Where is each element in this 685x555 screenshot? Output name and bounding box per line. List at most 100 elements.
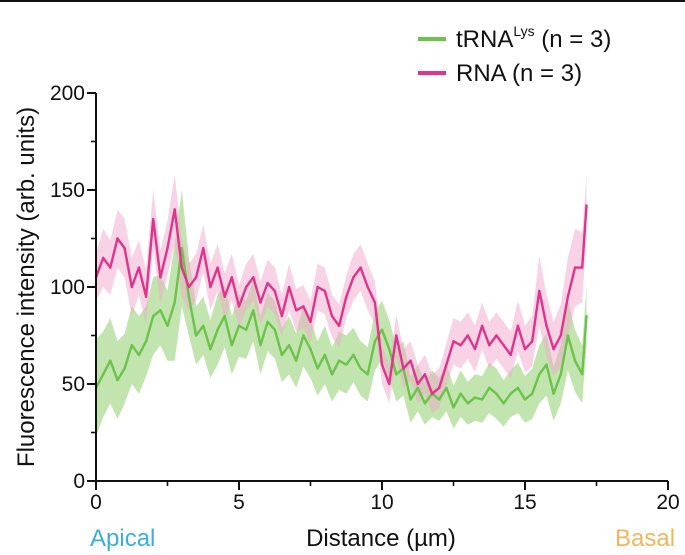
data-point-trna	[480, 398, 484, 401]
data-point-trna	[523, 398, 527, 401]
data-point-trna	[345, 363, 348, 366]
data-point-rna	[287, 285, 291, 289]
data-point-trna	[380, 328, 384, 331]
annotation-apical: Apical	[90, 525, 155, 552]
data-point-trna	[359, 367, 362, 370]
data-point-rna	[373, 301, 377, 304]
error-bands	[96, 174, 587, 437]
data-point-trna	[180, 247, 183, 250]
data-point-trna	[552, 392, 555, 395]
data-point-trna	[509, 392, 512, 395]
series-lines	[94, 204, 588, 409]
data-point-rna	[480, 324, 484, 327]
data-point-rna	[559, 334, 562, 337]
data-point-trna	[573, 359, 577, 362]
data-points-rna	[94, 204, 588, 395]
data-point-trna	[123, 367, 126, 370]
data-point-trna	[516, 386, 520, 390]
data-point-trna	[423, 402, 427, 405]
data-point-trna	[194, 334, 198, 337]
x-tick-label: 10	[370, 491, 393, 514]
data-point-trna	[323, 353, 326, 357]
data-point-rna	[552, 347, 555, 351]
data-point-trna	[130, 344, 133, 347]
data-point-trna	[337, 359, 341, 362]
x-axis-title: Distance (µm)	[306, 525, 456, 552]
data-point-rna	[187, 285, 191, 289]
data-point-trna	[581, 373, 584, 376]
legend-label-rna: RNA (n = 3)	[456, 60, 582, 87]
data-point-rna	[445, 363, 448, 366]
data-point-trna	[280, 353, 284, 357]
data-point-rna	[280, 314, 284, 318]
data-point-trna	[452, 406, 455, 409]
data-point-rna	[144, 295, 148, 298]
data-point-trna	[173, 301, 176, 304]
x-tick-label: 0	[90, 491, 102, 514]
data-point-rna	[473, 347, 477, 351]
data-point-rna	[538, 289, 541, 293]
data-point-rna	[266, 281, 269, 285]
data-point-rna	[585, 204, 588, 207]
data-point-rna	[302, 305, 305, 308]
data-point-rna	[380, 363, 384, 366]
data-point-trna	[495, 392, 498, 395]
data-point-trna	[373, 340, 377, 343]
data-point-trna	[566, 334, 570, 337]
data-point-trna	[252, 309, 255, 312]
y-tick-label: 150	[50, 179, 85, 202]
series-line-trna	[94, 246, 588, 409]
axes: 0 50 100 150 200 0 5 10 15 20	[50, 82, 680, 514]
data-point-trna	[416, 386, 419, 390]
data-point-trna	[531, 392, 534, 395]
data-point-trna	[502, 402, 505, 405]
data-point-trna	[116, 378, 119, 382]
data-point-trna	[202, 324, 205, 327]
y-axis-title: Fluorescence intensity (arb. units)	[13, 107, 40, 467]
data-point-rna	[581, 266, 584, 269]
data-point-rna	[316, 285, 319, 289]
data-point-trna	[230, 344, 233, 347]
x-tick-label: 5	[233, 491, 245, 514]
data-point-rna	[452, 340, 455, 343]
data-point-rna	[495, 334, 498, 337]
data-point-trna	[366, 373, 369, 376]
data-point-rna	[102, 256, 105, 260]
data-point-trna	[395, 373, 398, 376]
data-point-trna	[109, 359, 112, 362]
data-point-rna	[330, 314, 334, 318]
data-point-trna	[409, 398, 412, 401]
data-point-rna	[430, 392, 434, 395]
data-point-rna	[409, 359, 412, 362]
data-point-rna	[352, 276, 355, 279]
data-point-rna	[109, 266, 112, 269]
legend-item-rna: RNA (n = 3)	[418, 60, 582, 87]
data-point-trna	[266, 320, 269, 324]
data-point-rna	[566, 295, 570, 298]
data-point-trna	[316, 367, 319, 370]
legend-item-trna: tRNALys (n = 3)	[418, 23, 611, 53]
data-point-rna	[359, 266, 362, 269]
y-tick-label: 200	[50, 82, 85, 105]
error-band-rna	[96, 174, 587, 414]
data-point-trna	[287, 344, 291, 347]
data-point-rna	[466, 334, 469, 337]
data-point-rna	[259, 301, 262, 304]
data-point-rna	[438, 386, 441, 390]
data-point-rna	[194, 276, 198, 279]
data-point-rna	[295, 309, 298, 312]
data-point-trna	[302, 334, 305, 337]
data-point-rna	[202, 247, 205, 250]
x-tick-label: 15	[513, 491, 536, 514]
data-point-rna	[152, 217, 155, 221]
data-point-rna	[209, 285, 212, 289]
data-point-trna	[187, 295, 191, 298]
data-point-rna	[166, 247, 169, 250]
data-point-trna	[559, 373, 562, 376]
data-point-rna	[116, 237, 119, 240]
data-point-trna	[223, 314, 226, 318]
annotation-basal: Basal	[615, 525, 675, 552]
data-point-rna	[523, 347, 527, 351]
data-point-trna	[166, 324, 169, 327]
